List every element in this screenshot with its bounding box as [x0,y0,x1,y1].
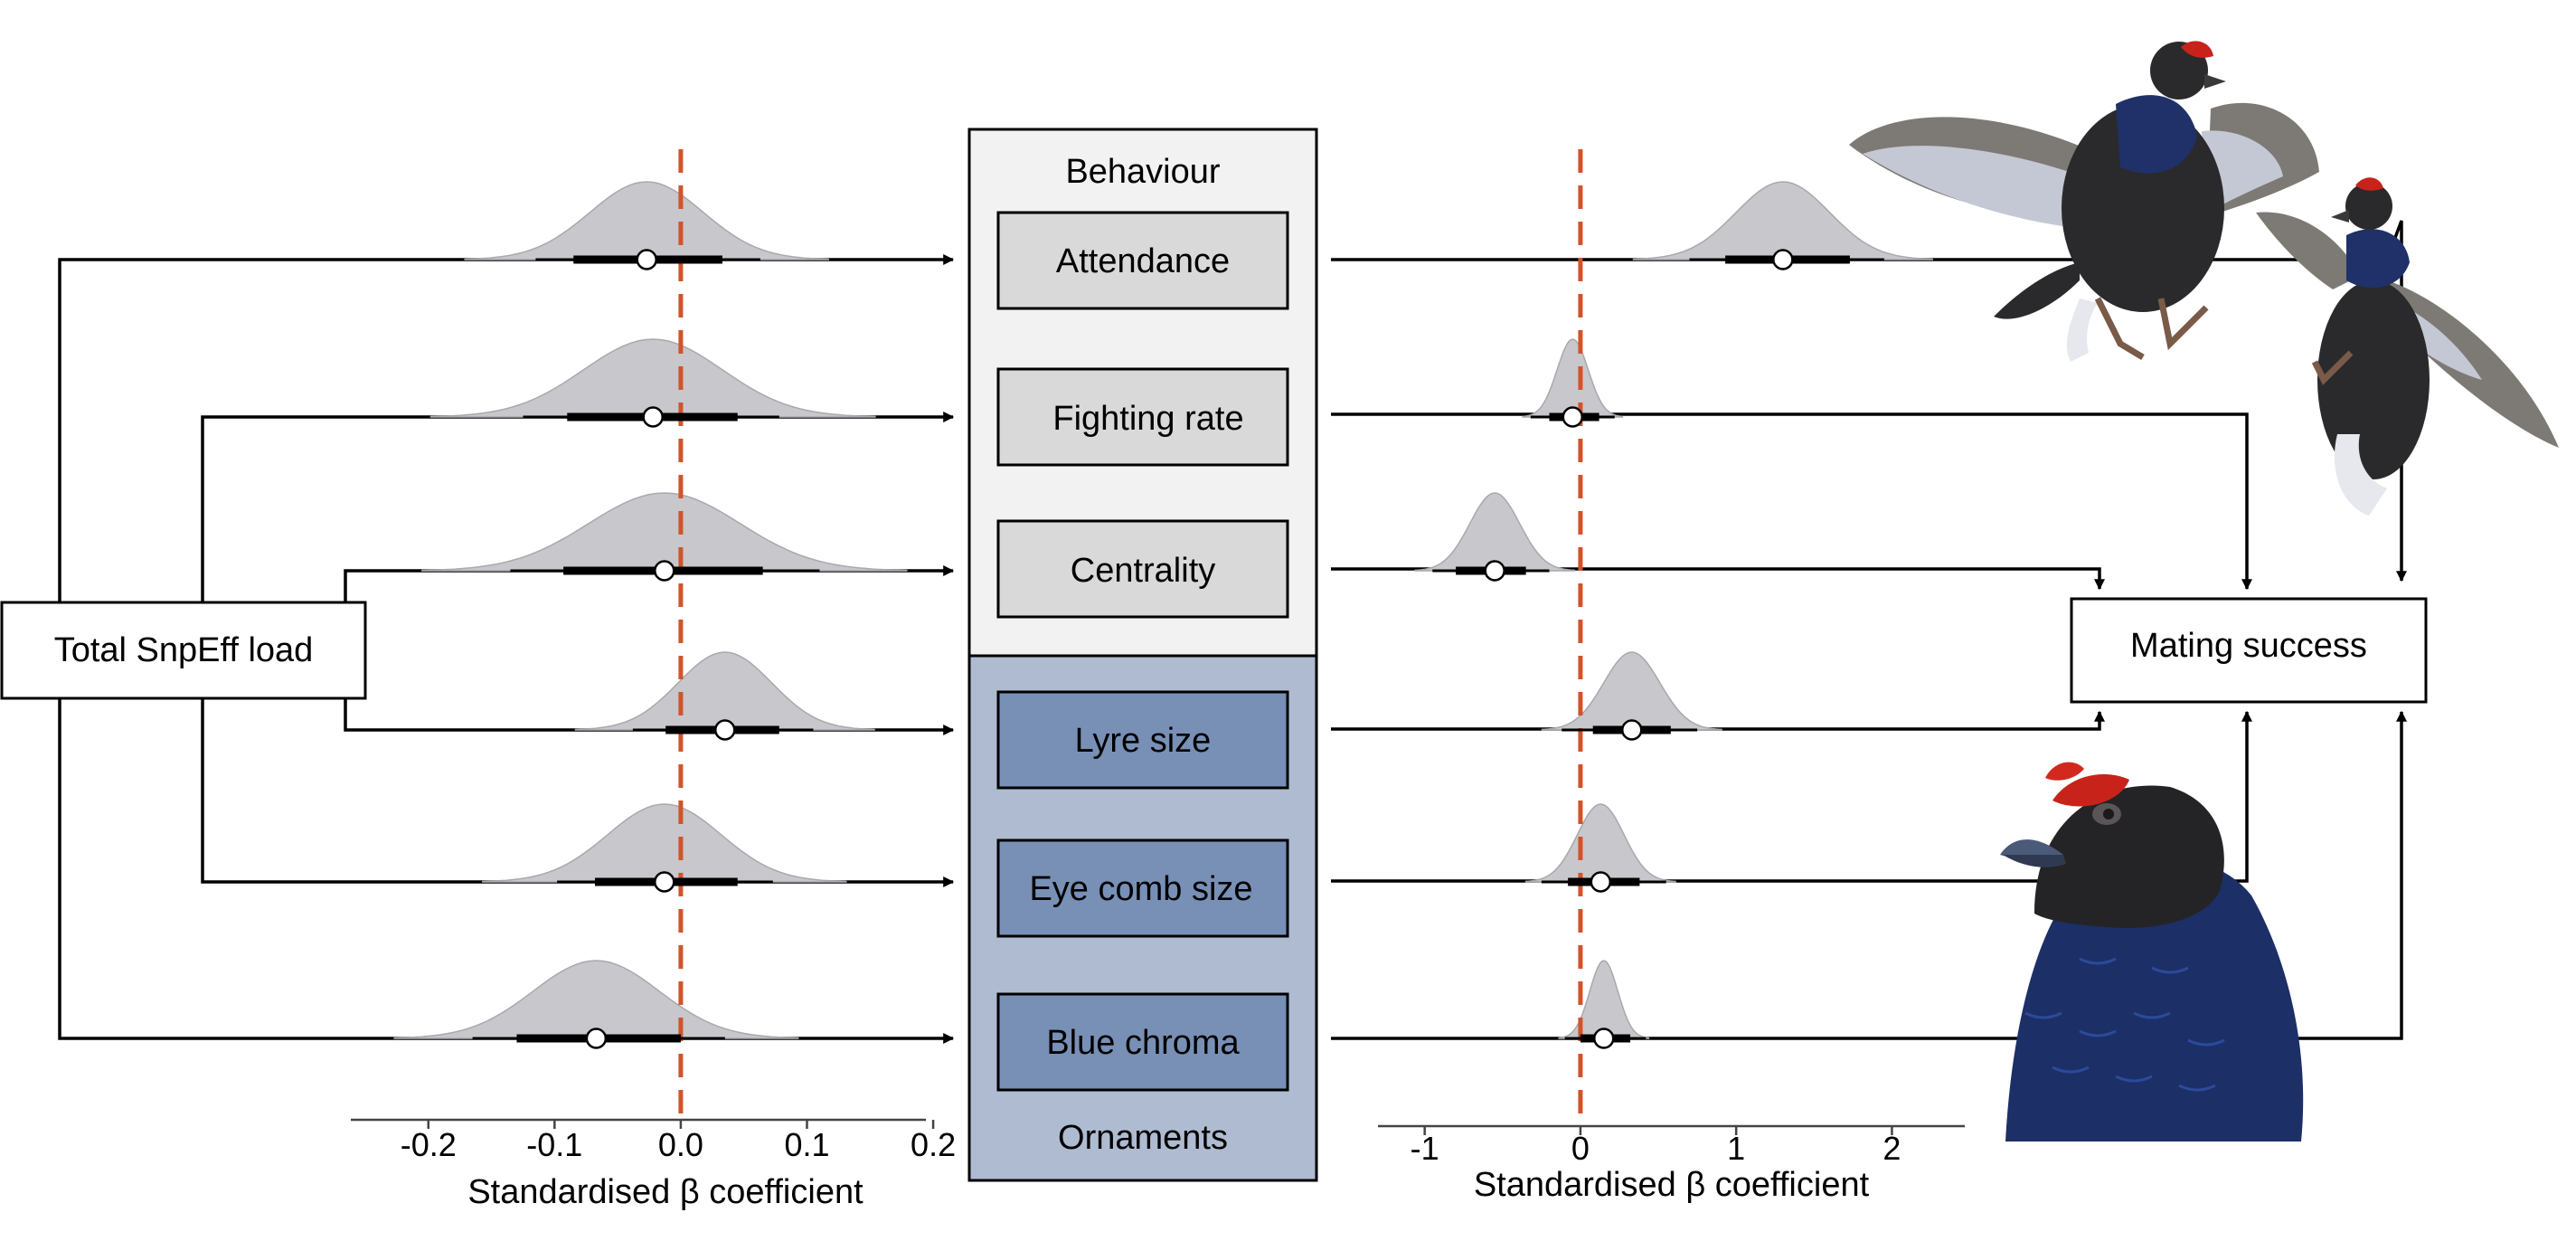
x-tick-label: -0.1 [526,1126,582,1163]
ornaments-title: Ornaments [1058,1119,1228,1157]
trait-box-fighting-rate: Fighting rate [996,367,1289,467]
trait-label: Lyre size [1075,722,1212,760]
grouse-bird-small [2256,177,2559,516]
arrow-lyre-size-to-mating [1331,710,2105,731]
density-centrality [1414,492,1576,572]
density-lyre-size [1541,651,1722,731]
arrow-fighting-rate-to-mating [1331,412,2252,591]
trait-box-blue-chroma: Blue chroma [996,992,1289,1092]
x-axis-label: Standardised β coefficient [1474,1166,1870,1204]
arrow-load-to-blue-chroma [58,698,955,1044]
median-point [654,560,675,582]
behaviour-title: Behaviour [1065,153,1220,191]
trait-box-eye-comb-size: Eye comb size [996,838,1289,938]
fighting-grouse-illustration [1849,41,2559,516]
x-tick-label: 1 [1727,1130,1745,1167]
median-point [1772,249,1794,270]
median-point [1621,719,1643,741]
density-blue-chroma [1558,960,1650,1039]
median-point [1562,406,1584,428]
target-label: Mating success [2130,627,2367,665]
median-point [1590,871,1612,893]
density-eye-comb-size [1524,803,1676,883]
trait-box-lyre-size: Lyre size [996,690,1289,790]
x-tick-label: 0.0 [658,1126,703,1163]
total-snpeff-load-box: Total SnpEff load [0,601,367,700]
density-fighting-rate [429,338,876,418]
median-point [642,406,664,428]
mating-success-box: Mating success [2070,597,2428,704]
source-label: Total SnpEff load [54,631,314,669]
density-eye-comb-size [482,803,847,883]
density-centrality [421,492,908,572]
x-tick-label: 0 [1571,1130,1590,1167]
trait-box-centrality: Centrality [996,519,1289,619]
median-point [1484,560,1505,582]
x-tick-label: 0.1 [784,1126,829,1163]
density-fighting-rate [1522,338,1624,418]
grouse-bird-large [1849,41,2319,362]
arrow-centrality-to-mating [1331,567,2105,591]
x-tick-label: -0.2 [401,1126,457,1163]
median-point [1593,1028,1615,1049]
trait-label: Centrality [1071,552,1216,590]
density-attendance [464,181,829,261]
posterior-plot-traits-on-mating-success: -1 0 1 2 Standardised β coefficient [1378,149,1965,1204]
trait-panel: Behaviour Ornaments Attendance Fighting … [967,128,1318,1182]
x-tick-label: 2 [1882,1130,1901,1167]
trait-label: Attendance [1056,242,1230,280]
arrow-load-to-attendance [58,254,955,602]
x-tick-label: -1 [1411,1130,1439,1167]
posterior-plot-load-on-traits: -0.2 -0.1 0.0 0.1 0.2 Standardised β coeffic… [351,149,956,1211]
trait-label: Fighting rate [1052,400,1243,438]
x-tick-label: 0.2 [911,1126,956,1163]
median-point [636,249,657,270]
arrow-load-to-centrality [344,565,955,602]
trait-box-attendance: Attendance [996,211,1289,310]
arrow-blue-chroma-to-mating [1331,710,2407,1040]
median-point [654,871,675,893]
median-point [714,719,736,741]
density-lyre-size [574,651,875,731]
trait-label: Eye comb size [1029,870,1252,908]
trait-label: Blue chroma [1046,1024,1240,1062]
grouse-head-illustration [2000,762,2304,1142]
density-attendance [1632,181,1933,261]
median-point [585,1028,608,1049]
x-axis-label: Standardised β coefficient [467,1173,863,1211]
density-blue-chroma [393,960,799,1039]
